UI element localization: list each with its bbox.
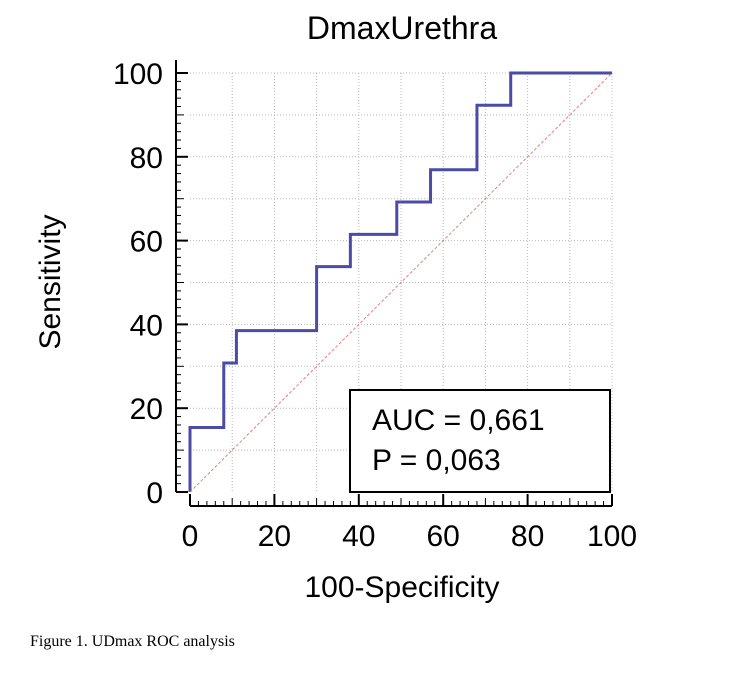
y-tick-label: 80 (130, 142, 163, 175)
plot-series (188, 71, 613, 493)
axis-ticks: 0 20 40 60 80 100 0 20 40 60 80 100 (113, 58, 637, 553)
x-tick-label: 20 (258, 520, 291, 553)
y-axis-label: Sensitivity (34, 214, 67, 349)
x-axis-label: 100-Specificity (304, 571, 499, 604)
auc-label: AUC = 0,661 (372, 404, 545, 437)
figure-caption: Figure 1. UDmax ROC analysis (30, 633, 235, 650)
x-tick-label: 80 (511, 520, 544, 553)
y-tick-label: 100 (113, 58, 163, 91)
y-tick-label: 0 (146, 477, 163, 510)
x-tick-label: 100 (587, 520, 637, 553)
y-tick-label: 40 (130, 309, 163, 342)
p-value-label: P = 0,063 (372, 444, 501, 477)
x-tick-label: 0 (182, 520, 199, 553)
auc-annotation-box: AUC = 0,661 P = 0,063 (349, 389, 611, 493)
y-tick-label: 60 (130, 226, 163, 259)
chart-title: DmaxUrethra (307, 10, 497, 46)
reference-diagonal-line (189, 72, 613, 493)
x-tick-label: 60 (427, 520, 460, 553)
x-tick-label: 40 (342, 520, 375, 553)
roc-chart: DmaxUrethra 0 20 40 60 80 100 0 20 40 60 80 100 AUC… (34, 10, 637, 604)
annotation-frame (349, 389, 611, 493)
roc-curve-line (188, 71, 612, 492)
y-tick-label: 20 (130, 393, 163, 426)
